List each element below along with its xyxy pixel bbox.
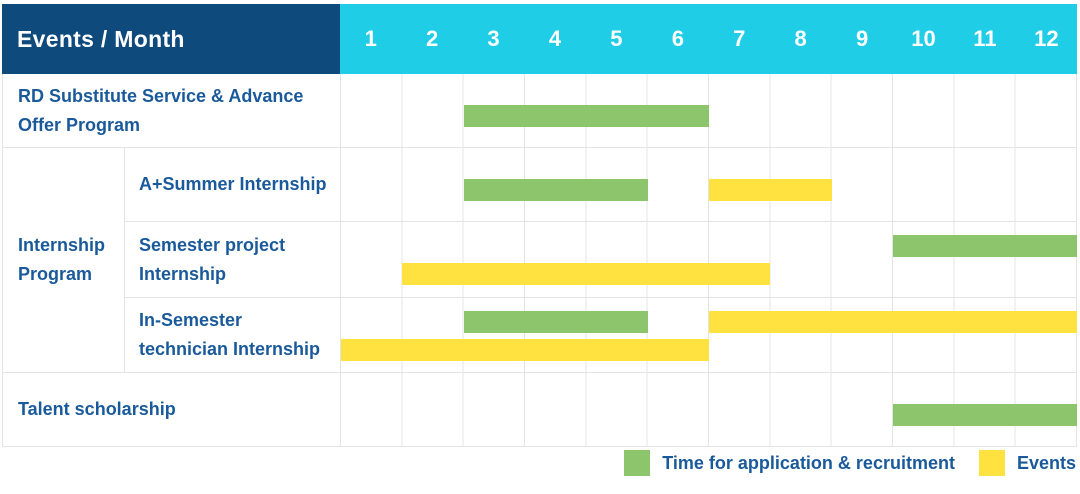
gantt-bar-green (893, 235, 1077, 257)
row-label-rd-substitute-service: RD Substitute Service & Advance Offer Pr… (3, 74, 341, 147)
month-label-8: 8 (794, 26, 807, 51)
month-label-3: 3 (487, 26, 500, 51)
header-events-month: Events / Month (2, 4, 340, 74)
gantt-bar-green (463, 105, 709, 127)
gantt-bar-yellow (709, 179, 832, 201)
row-label-a-plus-summer-internship: A+Summer Internship (125, 148, 341, 221)
table-body: RD Substitute Service & Advance Offer Pr… (2, 74, 1077, 447)
row-label-semester-project-internship: Semester project Internship (125, 222, 341, 297)
month-label-6: 6 (671, 26, 684, 51)
group-sub-rows: A+Summer Internship Semester project Int… (125, 148, 1077, 372)
row-label-talent-scholarship: Talent scholarship (3, 373, 341, 446)
row-a-plus-summer-internship: A+Summer Internship (125, 148, 1077, 222)
gantt-bar-yellow (402, 263, 771, 285)
legend: Time for application & recruitment Event… (624, 450, 1076, 476)
row-label-in-semester-technician-internship: In-Semester technician Internship (125, 298, 341, 372)
table-header: Events / Month 1 2 3 4 5 6 7 8 9 10 11 1… (2, 4, 1077, 74)
gantt-track-semester-project-internship (341, 222, 1077, 297)
gantt-track-rd-substitute-service (341, 74, 1077, 147)
group-internship-program: Internship Program A+Summer Internship S… (3, 148, 1077, 373)
month-label-5: 5 (610, 26, 623, 51)
month-label-7: 7 (733, 26, 746, 51)
month-label-2: 2 (426, 26, 439, 51)
gantt-bar-green (463, 179, 648, 201)
month-label-11: 11 (973, 26, 997, 51)
row-rd-substitute-service: RD Substitute Service & Advance Offer Pr… (3, 74, 1077, 148)
row-semester-project-internship: Semester project Internship (125, 222, 1077, 298)
gantt-bar-green (463, 311, 648, 333)
month-label-4: 4 (548, 26, 562, 51)
legend-label-application-recruitment: Time for application & recruitment (662, 452, 955, 473)
row-talent-scholarship: Talent scholarship (3, 373, 1077, 447)
gantt-bar-yellow (341, 339, 709, 361)
legend-swatch-green (624, 450, 651, 476)
legend-swatch-yellow (978, 450, 1005, 476)
events-month-table: Events / Month 1 2 3 4 5 6 7 8 9 10 11 1… (2, 4, 1077, 447)
group-label-internship-program: Internship Program (3, 148, 125, 372)
month-label-10: 10 (911, 26, 936, 51)
month-label-9: 9 (855, 26, 869, 51)
legend-label-events: Events (1016, 452, 1076, 473)
gantt-track-a-plus-summer-internship (341, 148, 1077, 221)
row-in-semester-technician-internship: In-Semester technician Internship (125, 298, 1077, 372)
gantt-bar-yellow (709, 311, 1077, 333)
month-label-12: 12 (1034, 26, 1059, 51)
gantt-track-talent-scholarship (341, 373, 1077, 446)
month-label-1: 1 (364, 26, 377, 51)
gantt-track-in-semester-technician-internship (341, 298, 1077, 372)
gantt-bar-green (893, 404, 1077, 426)
month-header-row: 1 2 3 4 5 6 7 8 9 10 11 12 (340, 4, 1077, 74)
